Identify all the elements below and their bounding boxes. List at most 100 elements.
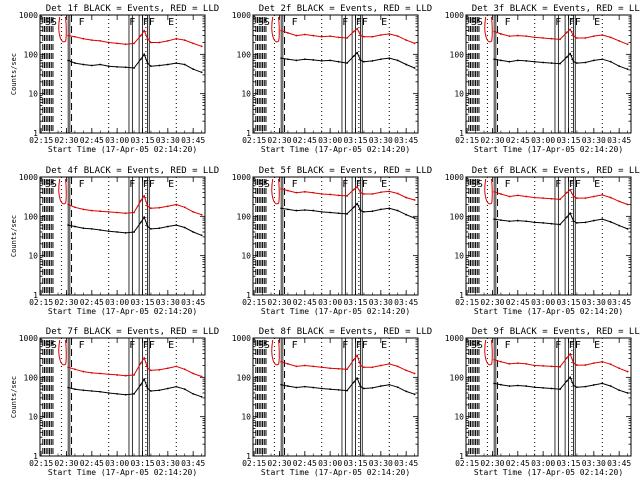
y-tick-label: 1000 — [232, 11, 251, 20]
lld-point — [371, 35, 374, 38]
events-point — [396, 209, 399, 212]
lld-point — [346, 368, 348, 371]
event-letter: E — [594, 179, 600, 190]
events-point — [67, 224, 70, 226]
y-axis-label: Counts/sec — [10, 376, 18, 418]
events-point — [542, 222, 545, 224]
lld-point — [572, 195, 575, 198]
lld-point — [200, 213, 203, 216]
x-tick-label: 02:15 — [29, 459, 53, 468]
events-series-line — [281, 51, 415, 69]
lld-point — [107, 373, 110, 376]
lld-point — [542, 197, 545, 200]
lld-point — [516, 34, 519, 37]
x-tick-label: 03:15 — [556, 136, 580, 145]
lld-point — [183, 39, 186, 42]
lld-point — [133, 374, 135, 376]
events-point — [500, 219, 502, 222]
x-tick-label: 03:45 — [394, 298, 418, 307]
event-letter: FF — [569, 340, 581, 351]
y-tick-label: 10 — [241, 413, 251, 422]
lld-point — [312, 365, 315, 368]
events-point — [525, 220, 528, 223]
lld-point — [175, 203, 178, 206]
events-point — [592, 384, 595, 386]
events-point — [559, 388, 561, 391]
event-letter: E — [168, 179, 174, 190]
events-point — [295, 209, 298, 212]
events-point — [592, 59, 595, 62]
event-letter: F — [292, 179, 298, 190]
events-point — [618, 389, 621, 392]
x-tick-label: 03:15 — [343, 136, 367, 145]
lld-point — [312, 191, 315, 194]
event-letter: F — [505, 17, 511, 28]
lld-point — [396, 35, 399, 38]
events-point — [618, 65, 621, 68]
lld-point — [500, 193, 502, 195]
events-point — [337, 388, 340, 391]
lld-point — [626, 203, 629, 206]
lld-point — [371, 193, 374, 195]
events-point — [116, 231, 119, 233]
lld-point — [356, 27, 359, 30]
lld-point — [601, 34, 604, 36]
x-tick-label: 03:30 — [369, 136, 393, 145]
events-point — [493, 382, 496, 385]
lld-point — [379, 191, 382, 194]
chart-panel-5: Det 5f BLACK = Events, RED = LLD 1 10 100 10… — [232, 166, 432, 316]
events-point — [371, 210, 374, 213]
events-point — [200, 395, 203, 398]
x-tick-label: 02:45 — [506, 298, 530, 307]
lld-point — [493, 190, 496, 193]
lld-point — [533, 36, 536, 39]
lld-point — [405, 369, 408, 372]
events-point — [116, 392, 119, 395]
x-tick-label: 02:30 — [267, 298, 291, 307]
events-point — [576, 222, 578, 224]
event-letter: F — [505, 340, 511, 351]
event-letter: SS — [471, 179, 483, 190]
lld-point — [146, 367, 149, 370]
event-letter: FF — [356, 340, 368, 351]
events-point — [346, 213, 348, 215]
lld-point — [74, 206, 76, 209]
events-point — [388, 383, 391, 386]
events-point — [107, 230, 110, 233]
events-point — [363, 387, 365, 390]
x-tick-label: 03:30 — [156, 459, 180, 468]
chart-panel-9: Det 9f BLACK = Events, RED = LLD 1 10 100 10… — [445, 327, 640, 477]
events-point — [601, 382, 604, 385]
events-point — [90, 64, 93, 67]
events-point — [295, 386, 298, 389]
lld-point — [533, 196, 536, 199]
events-point — [312, 59, 315, 61]
y-tick-label: 10 — [28, 90, 38, 99]
lld-point — [371, 366, 374, 369]
x-tick-label: 02:45 — [293, 136, 317, 145]
events-point — [572, 60, 575, 63]
events-point — [329, 59, 332, 62]
events-point — [508, 60, 511, 63]
events-point — [312, 209, 315, 212]
x-tick-label: 03:00 — [105, 136, 129, 145]
event-letter: F — [555, 17, 561, 28]
events-point — [303, 209, 306, 211]
events-point — [280, 207, 283, 210]
lld-point — [107, 210, 110, 213]
lld-point — [592, 195, 595, 198]
lld-point — [559, 38, 561, 41]
events-point — [363, 210, 365, 213]
lld-point — [303, 364, 306, 367]
events-point — [500, 59, 502, 62]
events-point — [405, 390, 408, 393]
chart-panel-4: Det 4f BLACK = Events, RED = LLD 1 10 100 10… — [10, 166, 219, 316]
lld-series-line — [281, 354, 415, 374]
lld-point — [116, 42, 119, 45]
lld-point — [609, 196, 612, 199]
y-tick-label: 10 — [28, 252, 38, 261]
chart-title: Det 5f BLACK = Events, RED = LLD — [259, 166, 432, 176]
plot-frame — [39, 14, 206, 134]
lld-series-line — [494, 189, 628, 205]
x-tick-label: 02:15 — [455, 298, 479, 307]
